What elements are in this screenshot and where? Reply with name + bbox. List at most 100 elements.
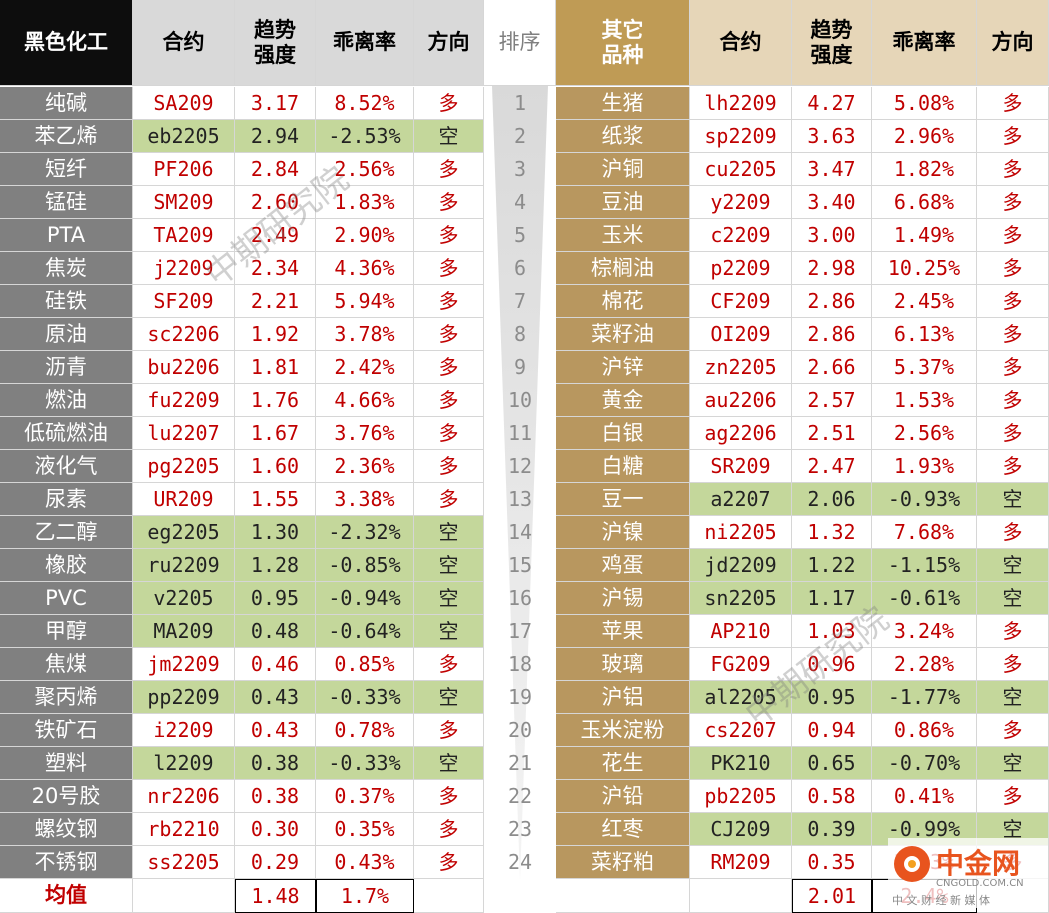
deviation: 0.41% — [872, 780, 977, 813]
category: PTA — [0, 219, 133, 252]
contract: fu2209 — [133, 384, 235, 417]
contract: lh2209 — [690, 87, 792, 120]
direction: 多 — [414, 417, 484, 450]
direction: 多 — [977, 153, 1049, 186]
direction: 多 — [977, 285, 1049, 318]
strength: 2.86 — [792, 285, 872, 318]
category: 锰硅 — [0, 186, 133, 219]
logo-slogan: 中 文 财 经 新 媒 体 — [892, 894, 990, 907]
category: 苯乙烯 — [0, 120, 133, 153]
strength: 2.21 — [235, 285, 316, 318]
deviation: 1.83% — [316, 186, 414, 219]
direction: 多 — [414, 186, 484, 219]
deviation: 2.45% — [872, 285, 977, 318]
strength: 1.03 — [792, 615, 872, 648]
contract: ru2209 — [133, 549, 235, 582]
direction: 空 — [414, 747, 484, 780]
deviation: 5.37% — [872, 351, 977, 384]
category: 沥青 — [0, 351, 133, 384]
deviation: 0.37% — [316, 780, 414, 813]
rank: 12 — [507, 454, 533, 478]
deviation: 1.82% — [872, 153, 977, 186]
strength: 0.35 — [792, 846, 872, 879]
deviation: 3.38% — [316, 483, 414, 516]
strength: 1.17 — [792, 582, 872, 615]
category: PVC — [0, 582, 133, 615]
rank: 2 — [513, 124, 527, 148]
contract: y2209 — [690, 186, 792, 219]
strength: 3.63 — [792, 120, 872, 153]
strength: 2.98 — [792, 252, 872, 285]
strength: 0.94 — [792, 714, 872, 747]
direction: 空 — [414, 582, 484, 615]
direction: 多 — [414, 87, 484, 120]
direction: 多 — [977, 615, 1049, 648]
contract: OI209 — [690, 318, 792, 351]
header-direction: 方向 — [414, 0, 484, 86]
category: 玻璃 — [556, 648, 690, 681]
direction: 空 — [414, 681, 484, 714]
deviation: -0.70% — [872, 747, 977, 780]
contract: eb2205 — [133, 120, 235, 153]
category: 铁矿石 — [0, 714, 133, 747]
contract: CJ209 — [690, 813, 792, 846]
contract: TA209 — [133, 219, 235, 252]
strength: 2.51 — [792, 417, 872, 450]
direction: 多 — [977, 780, 1049, 813]
contract: FG209 — [690, 648, 792, 681]
category: 沪铅 — [556, 780, 690, 813]
strength: 3.17 — [235, 87, 316, 120]
deviation: -1.15% — [872, 549, 977, 582]
strength: 3.00 — [792, 219, 872, 252]
category: 塑料 — [0, 747, 133, 780]
strength: 3.40 — [792, 186, 872, 219]
deviation: 3.24% — [872, 615, 977, 648]
rank: 11 — [507, 421, 533, 445]
header-deviation: 乖离率 — [872, 0, 977, 86]
category: 玉米淀粉 — [556, 714, 690, 747]
strength: 1.81 — [235, 351, 316, 384]
header-strength: 趋势 强度 — [235, 0, 316, 86]
rank: 13 — [507, 487, 533, 511]
header-contract: 合约 — [133, 0, 235, 86]
rank: 10 — [507, 388, 533, 412]
category: 硅铁 — [0, 285, 133, 318]
direction: 多 — [414, 483, 484, 516]
rank: 1 — [513, 91, 527, 115]
strength: 1.28 — [235, 549, 316, 582]
category: 沪锌 — [556, 351, 690, 384]
deviation: 2.96% — [872, 120, 977, 153]
rank: 9 — [513, 355, 527, 379]
direction: 多 — [414, 285, 484, 318]
contract: SM209 — [133, 186, 235, 219]
header-category: 黑色化工 — [0, 0, 133, 86]
category: 燃油 — [0, 384, 133, 417]
deviation: 0.86% — [872, 714, 977, 747]
direction: 多 — [414, 780, 484, 813]
logo: 中金网 CNGOLD.COM.CN 中 文 财 经 新 媒 体 — [888, 838, 1048, 908]
header-category: 其它 品种 — [556, 0, 690, 86]
strength: 2.49 — [235, 219, 316, 252]
deviation: -0.64% — [316, 615, 414, 648]
strength: 1.32 — [792, 516, 872, 549]
deviation: -0.33% — [316, 681, 414, 714]
rank: 15 — [507, 553, 533, 577]
contract: SA209 — [133, 87, 235, 120]
contract: eg2205 — [133, 516, 235, 549]
direction: 空 — [414, 549, 484, 582]
direction: 多 — [977, 648, 1049, 681]
header-direction: 方向 — [977, 0, 1049, 86]
empty-cell — [133, 879, 235, 913]
deviation: 2.36% — [316, 450, 414, 483]
deviation: 5.08% — [872, 87, 977, 120]
direction: 多 — [977, 87, 1049, 120]
direction: 空 — [977, 681, 1049, 714]
direction: 多 — [414, 153, 484, 186]
category: 橡胶 — [0, 549, 133, 582]
rank: 18 — [507, 652, 533, 676]
direction: 多 — [414, 813, 484, 846]
strength: 1.60 — [235, 450, 316, 483]
category: 聚丙烯 — [0, 681, 133, 714]
strength: 1.22 — [792, 549, 872, 582]
deviation: 2.90% — [316, 219, 414, 252]
